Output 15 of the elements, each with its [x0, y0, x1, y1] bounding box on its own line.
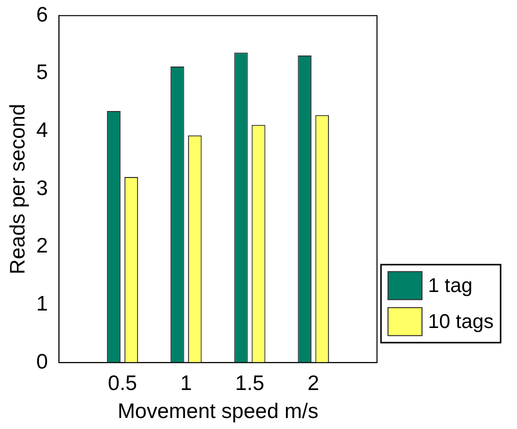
- y-axis-title: Reads per second: [6, 104, 30, 274]
- legend-label: 10 tags: [428, 311, 494, 334]
- y-tick-label: 0: [36, 350, 48, 374]
- x-axis-title: Movement speed m/s: [118, 400, 318, 424]
- x-tick-label: 0.5: [108, 372, 138, 395]
- x-tick-label: 2: [308, 372, 320, 395]
- y-tick-label: 4: [36, 119, 48, 142]
- y-tick-label: 6: [36, 3, 48, 26]
- legend-label: 1 tag: [428, 275, 472, 298]
- y-tick-label: 5: [36, 61, 48, 84]
- y-tick-label: 1: [36, 292, 48, 316]
- y-tick-label: 3: [36, 176, 48, 200]
- x-tick-label: 1.5: [235, 372, 264, 395]
- x-tick-label: 1: [180, 372, 192, 395]
- y-tick-label: 2: [36, 234, 48, 258]
